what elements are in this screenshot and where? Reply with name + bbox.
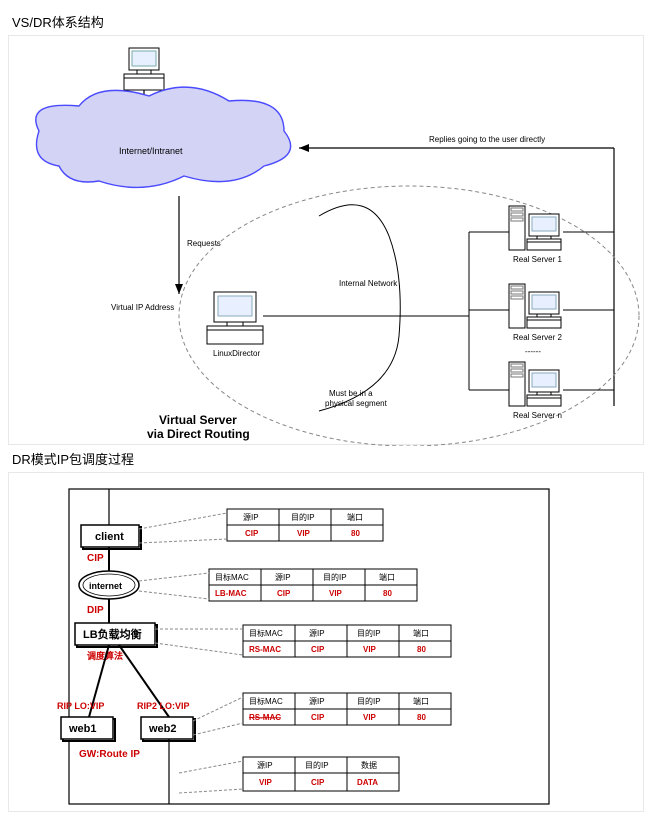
cip-label: CIP [87, 553, 104, 564]
vsdr-architecture-diagram: User Internet/Intranet Replies going to … [8, 35, 644, 445]
svg-text:VIP: VIP [363, 713, 377, 722]
vip-label: Virtual IP Address [111, 303, 174, 312]
svg-text:目的IP: 目的IP [291, 512, 315, 522]
director-label: LinuxDirector [213, 349, 260, 358]
dr-packet-flow-diagram: client CIP internet DIP LB负载均衡 调度算法 RIP … [8, 472, 644, 812]
director-computer-icon [207, 292, 263, 344]
servern-icon [509, 362, 561, 406]
reply-label: Replies going to the user directly [429, 135, 545, 144]
client-label: client [95, 531, 124, 543]
rip1-label: RIP LO:VIP [57, 701, 104, 711]
svg-text:目的IP: 目的IP [305, 760, 329, 770]
servern-label: Real Server n [513, 411, 562, 420]
svg-text:CIP: CIP [311, 713, 325, 722]
svg-text:目标MAC: 目标MAC [249, 696, 283, 706]
svg-text:目的IP: 目的IP [357, 696, 381, 706]
svg-text:RS-MAC: RS-MAC [249, 713, 281, 722]
cloud-icon [36, 87, 291, 187]
segment-label2: physical segment [325, 399, 388, 408]
lb-label: LB负载均衡 [83, 627, 142, 641]
section1-title: VS/DR体系结构 [12, 12, 646, 31]
svg-text:RS-MAC: RS-MAC [249, 645, 281, 654]
svg-text:LB-MAC: LB-MAC [215, 589, 247, 598]
svg-text:CIP: CIP [311, 645, 325, 654]
svg-text:源IP: 源IP [309, 629, 325, 638]
internet-label: internet [89, 581, 122, 591]
svg-text:目标MAC: 目标MAC [249, 628, 283, 638]
svg-text:源IP: 源IP [309, 697, 325, 706]
gw-label: GW:Route IP [79, 749, 140, 760]
requests-label: Requests [187, 239, 221, 248]
svg-text:目标MAC: 目标MAC [215, 572, 249, 582]
server2-label: Real Server 2 [513, 333, 562, 342]
svg-text:CIP: CIP [245, 529, 259, 538]
cloud-label: Internet/Intranet [119, 146, 183, 156]
svg-text:CIP: CIP [277, 589, 291, 598]
internal-network-curve [319, 205, 400, 411]
rip2-label: RIP2 LO:VIP [137, 701, 190, 711]
web1-label: web1 [68, 723, 97, 735]
packet-table-2: 目标MAC 源IP 目的IP 端口 LB-MAC CIP VIP 80 [209, 569, 417, 601]
user-computer-icon [124, 48, 164, 90]
main-title-line1: Virtual Server [159, 413, 237, 427]
packet-table-4: 目标MAC 源IP 目的IP 端口 RS-MAC CIP VIP 80 [243, 693, 451, 725]
svg-text:目的IP: 目的IP [323, 572, 347, 582]
packet-table-3: 目标MAC 源IP 目的IP 端口 RS-MAC CIP VIP 80 [243, 625, 451, 657]
svg-text:目的IP: 目的IP [357, 628, 381, 638]
dots-label: ------ [525, 347, 541, 356]
main-title-line2: via Direct Routing [147, 427, 250, 441]
svg-text:DATA: DATA [357, 778, 378, 787]
svg-text:端口: 端口 [413, 628, 429, 638]
svg-text:VIP: VIP [363, 645, 377, 654]
svg-text:端口: 端口 [347, 512, 363, 522]
svg-text:CIP: CIP [311, 778, 325, 787]
web2-label: web2 [148, 723, 177, 735]
section2-title: DR模式IP包调度过程 [12, 449, 646, 468]
svg-text:VIP: VIP [259, 778, 273, 787]
svg-text:源IP: 源IP [257, 761, 273, 770]
server1-icon [509, 206, 561, 250]
svg-text:数据: 数据 [361, 760, 377, 770]
internal-label: Internal Network [339, 279, 398, 288]
svg-text:VIP: VIP [297, 529, 311, 538]
packet-table-1: 源IP 目的IP 端口 CIP VIP 80 [227, 509, 383, 541]
svg-text:80: 80 [351, 529, 360, 538]
svg-text:源IP: 源IP [243, 513, 259, 522]
svg-text:80: 80 [417, 713, 426, 722]
dip-label: DIP [87, 605, 104, 616]
segment-label1: Must be in a [329, 389, 373, 398]
svg-text:端口: 端口 [379, 572, 395, 582]
svg-text:源IP: 源IP [275, 573, 291, 582]
svg-text:80: 80 [383, 589, 392, 598]
server2-icon [509, 284, 561, 328]
svg-text:VIP: VIP [329, 589, 343, 598]
packet-table-5: 源IP 目的IP 数据 VIP CIP DATA [243, 757, 399, 791]
svg-text:端口: 端口 [413, 696, 429, 706]
svg-text:80: 80 [417, 645, 426, 654]
server1-label: Real Server 1 [513, 255, 562, 264]
